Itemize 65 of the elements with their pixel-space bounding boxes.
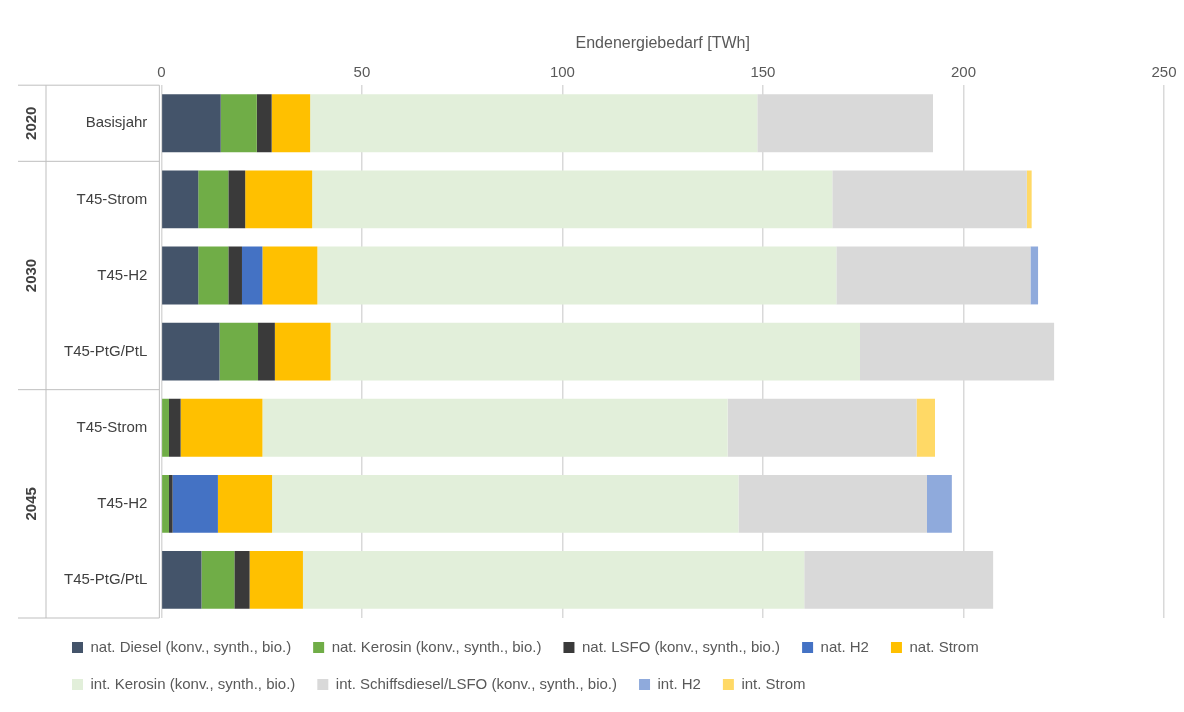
text: 2030 <box>22 258 40 293</box>
bar <box>271 94 311 153</box>
bar <box>172 474 218 533</box>
legend-label: int. Schiffsdiesel/LSFO (konv., synth., bio.) <box>335 674 618 692</box>
bar <box>916 398 935 457</box>
x-tick-label: 100 <box>549 63 575 81</box>
x-axis-title: Endenergiebedarf [TWh] <box>575 34 750 52</box>
bar <box>258 322 275 381</box>
bar <box>162 322 220 381</box>
text: 2045 <box>22 487 40 521</box>
legend-label: nat. Diesel (konv., synth., bio.) <box>90 637 292 655</box>
y-tick-label: T45-H2 <box>97 493 148 511</box>
bar <box>302 551 805 609</box>
bar <box>249 551 303 609</box>
bar <box>1026 170 1032 229</box>
bar <box>317 246 837 305</box>
y-tick-label: T45-PtG/PtL <box>63 570 148 588</box>
legend-label: nat. H2 <box>820 637 869 655</box>
bar <box>220 94 257 153</box>
x-tick-label: 50 <box>353 63 371 81</box>
bar <box>168 474 173 533</box>
x-tick-label: 0 <box>157 63 166 81</box>
legend-label: nat. Kerosin (konv., synth., bio.) <box>331 637 542 655</box>
bar <box>162 94 221 153</box>
bar <box>201 551 235 609</box>
bar <box>330 322 860 381</box>
bar <box>219 322 259 381</box>
legend-label: int. Strom <box>741 674 806 692</box>
legend-label: int. Kerosin (konv., synth., bio.) <box>90 674 296 692</box>
x-tick-label: 200 <box>950 63 976 81</box>
bar <box>168 398 181 457</box>
legend-label: nat. LSFO (konv., synth., bio.) <box>581 637 781 655</box>
bar <box>256 94 272 153</box>
bar <box>162 246 199 305</box>
bar <box>162 170 199 229</box>
bar <box>241 246 263 305</box>
legend-label: nat. Strom <box>909 637 979 655</box>
y-tick-label: T45-PtG/PtL <box>63 341 148 359</box>
legend-label: int. H2 <box>657 674 701 692</box>
bar <box>245 170 313 229</box>
bar <box>180 398 263 457</box>
bar <box>162 398 169 457</box>
bar <box>926 474 952 533</box>
x-tick-label: 150 <box>750 63 776 81</box>
bar <box>217 474 273 533</box>
bar <box>228 246 242 305</box>
y-tick-label: T45-H2 <box>97 265 148 283</box>
bar <box>198 170 229 229</box>
text: 2020 <box>22 106 40 140</box>
bar <box>262 398 728 457</box>
y-tick-label: T45-Strom <box>76 189 148 207</box>
bar <box>1030 246 1039 305</box>
bar <box>262 246 318 305</box>
bar <box>228 170 246 229</box>
bar <box>310 94 758 153</box>
y-tick-label: Basisjahr <box>85 113 148 131</box>
x-tick-label: 250 <box>1151 63 1177 81</box>
y-tick-label: T45-Strom <box>76 417 148 435</box>
bar <box>312 170 833 229</box>
bar <box>274 322 331 381</box>
bar <box>272 474 739 533</box>
bar <box>198 246 229 305</box>
bar <box>162 551 202 609</box>
bar <box>162 474 169 533</box>
bar <box>234 551 250 609</box>
